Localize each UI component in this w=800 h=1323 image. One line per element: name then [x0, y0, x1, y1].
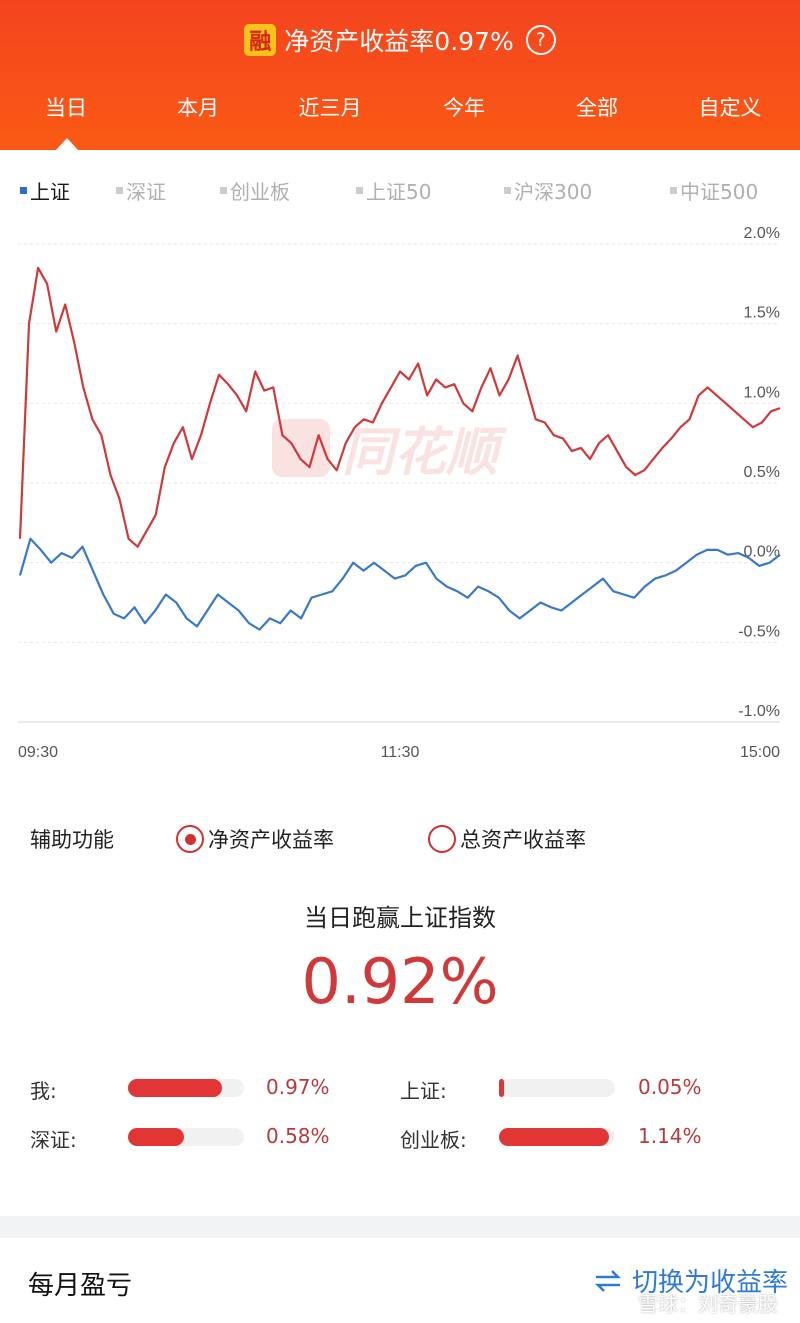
legend-item-csi500[interactable]: 中证500 [670, 176, 758, 205]
switch-to-return-button[interactable]: 切换为收益率 [592, 1262, 788, 1299]
cmp-bar-shenzhen [128, 1128, 184, 1146]
x-tick-label: 09:30 [18, 744, 58, 761]
legend-swatch [356, 187, 363, 194]
tab-this-month[interactable]: 本月 [177, 96, 219, 120]
return-chart: 2.0% 1.5% 1.0% 0.5% 0.0% -0.5% -1.0% 09:30 11:30… [18, 225, 781, 761]
header-bar: 融 净资产收益率0.97% ? 当日 本月 近三月 今年 全部 自定义 [0, 0, 800, 150]
tab-today[interactable]: 当日 [45, 96, 87, 120]
radio-unchecked-icon [428, 825, 456, 853]
cmp-value-me: 0.97% [266, 1075, 330, 1099]
ths-watermark: 同花顺 [272, 410, 498, 485]
legend-swatch [116, 187, 123, 194]
cmp-value-shenzhen: 0.58% [266, 1124, 330, 1148]
cmp-track-chinext [499, 1128, 615, 1146]
y-tick-label: 2.0% [744, 225, 780, 242]
y-tick-label: -0.5% [738, 623, 780, 640]
tab-three-months[interactable]: 近三月 [298, 96, 362, 120]
page-title: 净资产收益率0.97% [284, 27, 514, 56]
x-tick-label: 15:00 [740, 744, 780, 761]
legend-item-shanghai[interactable]: 上证 [20, 176, 70, 205]
shanghai-index-line [18, 537, 781, 631]
active-tab-indicator [56, 138, 78, 150]
title-row: 融 净资产收益率0.97% ? [0, 20, 800, 60]
swap-icon [594, 1269, 622, 1292]
x-tick-label: 11:30 [381, 744, 420, 761]
comparison-row: 我: 0.97% 上证: 0.05% [0, 1075, 800, 1105]
legend-swatch [670, 187, 677, 194]
radio-checked-icon [176, 825, 204, 853]
beat-value: 0.92% [301, 945, 499, 1018]
cmp-label-shanghai: 上证: [400, 1079, 447, 1103]
monthly-pnl-title: 每月盈亏 [28, 1271, 133, 1301]
section-divider [0, 1216, 800, 1238]
portfolio-return-line [18, 266, 781, 548]
cmp-value-chinext: 1.14% [638, 1124, 702, 1148]
cmp-track-shenzhen [128, 1128, 244, 1146]
legend-item-chinext[interactable]: 创业板 [220, 176, 290, 205]
beat-title: 当日跑赢上证指数 [304, 904, 496, 932]
tab-this-year[interactable]: 今年 [443, 96, 485, 120]
cmp-bar-me [128, 1079, 222, 1097]
aux-label: 辅助功能 [30, 828, 114, 852]
rong-badge-icon: 融 [244, 24, 277, 56]
legend-swatch [20, 187, 27, 194]
legend-swatch [504, 187, 511, 194]
cmp-track-shanghai [499, 1079, 615, 1097]
cmp-value-shanghai: 0.05% [638, 1075, 702, 1099]
y-tick-label: 0.0% [744, 544, 780, 561]
period-tabs: 当日 本月 近三月 今年 全部 自定义 [0, 92, 800, 132]
ths-watermark-text: 同花顺 [342, 423, 499, 483]
y-tick-label: 1.0% [744, 384, 780, 401]
tab-custom[interactable]: 自定义 [698, 96, 762, 120]
help-icon[interactable]: ? [525, 25, 556, 55]
comparison-row: 深证: 0.58% 创业板: 1.14% [0, 1124, 800, 1154]
y-tick-label: -1.0% [738, 703, 780, 720]
xueqiu-watermark: 雪球：刘奇豪股 [638, 1292, 778, 1316]
radio-roa[interactable]: 总资产收益率 [428, 824, 586, 854]
y-tick-label: 1.5% [744, 305, 780, 322]
cmp-label-shenzhen: 深证: [30, 1128, 77, 1152]
legend-item-shenzhen[interactable]: 深证 [116, 176, 166, 205]
y-tick-label: 0.5% [744, 464, 780, 481]
cmp-bar-chinext [499, 1128, 609, 1146]
legend-item-sse50[interactable]: 上证50 [356, 176, 431, 205]
radio-roe[interactable]: 净资产收益率 [176, 824, 334, 854]
legend-item-csi300[interactable]: 沪深300 [504, 176, 592, 205]
tab-all[interactable]: 全部 [576, 96, 618, 120]
cmp-label-me: 我: [30, 1079, 57, 1103]
legend-swatch [220, 187, 227, 194]
aux-functions: 辅助功能 净资产收益率 总资产收益率 [0, 824, 800, 856]
cmp-track-me [128, 1079, 244, 1097]
cmp-label-chinext: 创业板: [400, 1128, 467, 1152]
cmp-bar-shanghai [499, 1079, 504, 1097]
index-legend: 上证 深证 创业板 上证50 沪深300 中证500 [0, 176, 800, 206]
